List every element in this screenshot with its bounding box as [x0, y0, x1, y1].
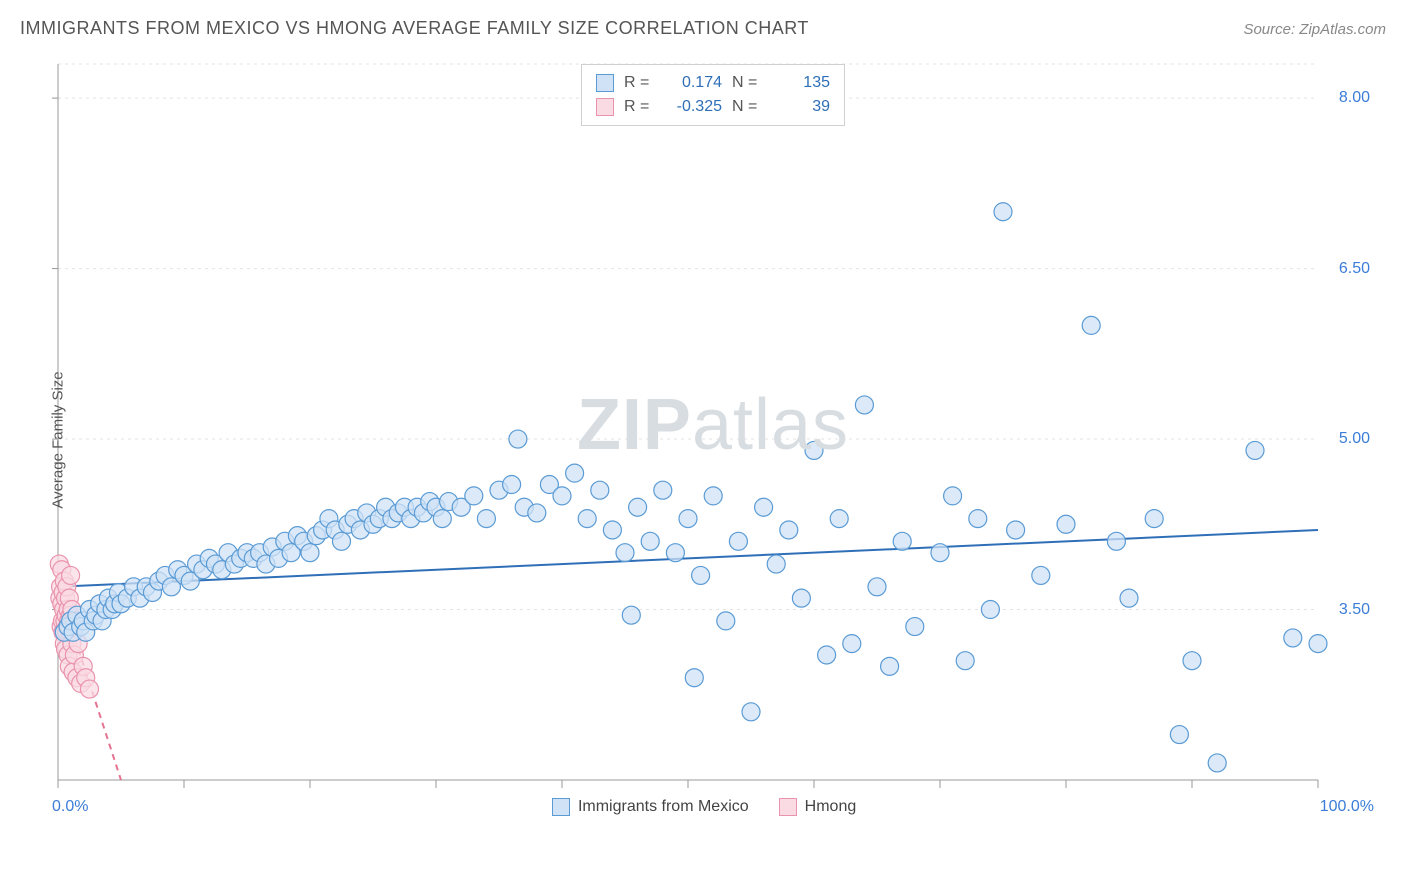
x-axis-start-label: 0.0%	[52, 798, 88, 816]
legend-item: Hmong	[779, 798, 857, 816]
legend-swatch	[552, 798, 570, 816]
n-value: 39	[770, 95, 830, 119]
legend-swatch	[779, 798, 797, 816]
r-value: 0.174	[662, 71, 722, 95]
y-axis-label: Average Family Size	[50, 371, 67, 508]
y-tick-label: 5.00	[1339, 430, 1370, 448]
legend-bottom: 0.0% Immigrants from Mexico Hmong 100.0%	[48, 798, 1378, 816]
legend-label: Hmong	[805, 798, 857, 816]
r-value: -0.325	[662, 95, 722, 119]
legend-item: Immigrants from Mexico	[552, 798, 749, 816]
y-tick-label: 6.50	[1339, 260, 1370, 278]
y-tick-label: 3.50	[1339, 601, 1370, 619]
legend-stats-row: R = -0.325 N = 39	[596, 95, 830, 119]
legend-swatch	[596, 98, 614, 116]
x-axis-end-label: 100.0%	[1320, 798, 1374, 816]
chart-header: IMMIGRANTS FROM MEXICO VS HMONG AVERAGE …	[0, 0, 1406, 39]
scatter-plot	[48, 60, 1378, 820]
legend-label: Immigrants from Mexico	[578, 798, 749, 816]
chart-area: Average Family Size ZIPatlas R = 0.174 N…	[48, 60, 1378, 820]
legend-stats-row: R = 0.174 N = 135	[596, 71, 830, 95]
chart-source: Source: ZipAtlas.com	[1243, 21, 1386, 38]
legend-stats: R = 0.174 N = 135 R = -0.325 N = 39	[581, 64, 845, 126]
chart-title: IMMIGRANTS FROM MEXICO VS HMONG AVERAGE …	[20, 18, 809, 39]
y-tick-label: 8.00	[1339, 89, 1370, 107]
n-value: 135	[770, 71, 830, 95]
legend-swatch	[596, 74, 614, 92]
